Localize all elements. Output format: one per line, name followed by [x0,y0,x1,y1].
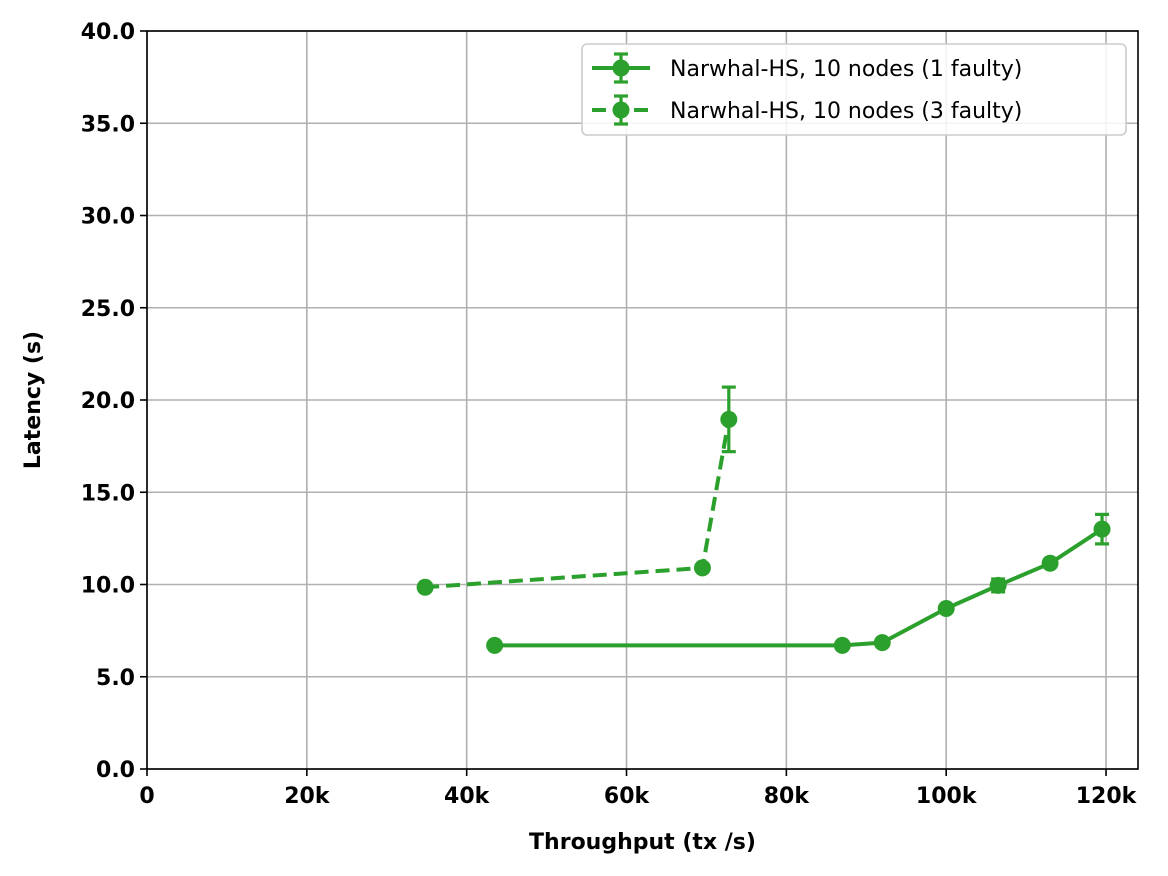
legend-label: Narwhal-HS, 10 nodes (1 faulty) [670,57,1022,82]
series-layer [416,385,1111,654]
y-tick-label: 30.0 [81,205,135,230]
data-point [1093,520,1111,538]
data-point [693,559,711,577]
y-tick-label: 25.0 [81,297,135,322]
legend-label: Narwhal-HS, 10 nodes (3 faulty) [670,99,1022,124]
data-point [486,636,504,654]
legend-swatch-marker [612,59,630,77]
grid [146,30,1138,770]
series-line [494,527,1104,648]
legend: Narwhal-HS, 10 nodes (1 faulty) Narwhal-H… [581,43,1127,136]
x-tick-label: 20k [284,784,331,809]
data-point [833,636,851,654]
data-point [720,410,738,428]
y-tick-label: 40.0 [81,20,135,45]
y-tick-label: 5.0 [96,666,135,691]
data-point [1041,554,1059,572]
legend-box [581,43,1127,136]
data-point [989,576,1007,594]
x-tick-label: 80k [764,784,811,809]
ticks: 0 20k 40k 60k 80k 100k 120k 0.0 5.0 10.0 15.0 20.0 2… [81,20,1138,809]
x-tick-label: 40k [444,784,491,809]
series-2 [416,385,738,596]
y-tick-label: 10.0 [81,574,135,599]
x-tick-label: 60k [604,784,651,809]
x-axis-label: Throughput (tx /s) [529,830,756,855]
legend-entry: Narwhal-HS, 10 nodes (3 faulty) [592,94,1022,126]
y-tick-label: 0.0 [96,758,135,783]
x-tick-label: 120k [1076,784,1138,809]
legend-entry: Narwhal-HS, 10 nodes (1 faulty) [592,52,1022,84]
data-point [873,634,891,652]
data-point [416,578,434,596]
y-axis-label: Latency (s) [21,331,46,469]
legend-swatch-marker [612,101,630,119]
data-point [937,599,955,617]
y-tick-label: 20.0 [81,389,135,414]
series-1 [486,512,1111,654]
x-tick-label: 0 [139,784,154,809]
y-tick-label: 35.0 [81,112,135,137]
series-line [424,419,731,590]
x-tick-label: 100k [916,784,978,809]
y-tick-label: 15.0 [81,481,135,506]
